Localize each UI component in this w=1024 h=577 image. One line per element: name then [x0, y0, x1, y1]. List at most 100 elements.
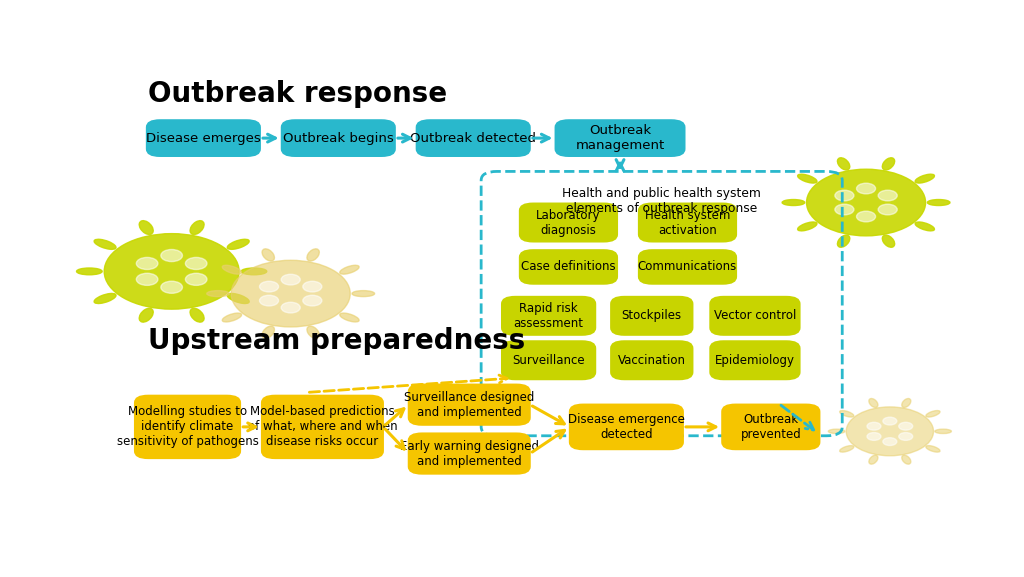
Circle shape	[259, 295, 279, 306]
Circle shape	[879, 190, 897, 201]
Circle shape	[161, 281, 182, 293]
Circle shape	[899, 422, 912, 430]
Circle shape	[867, 422, 881, 430]
Circle shape	[303, 295, 322, 306]
Text: Disease emergence
detected: Disease emergence detected	[568, 413, 685, 441]
Circle shape	[846, 407, 934, 456]
FancyBboxPatch shape	[710, 340, 801, 380]
Circle shape	[185, 257, 207, 269]
Ellipse shape	[926, 445, 940, 452]
Ellipse shape	[915, 174, 935, 183]
Text: Case definitions: Case definitions	[521, 260, 615, 273]
Ellipse shape	[94, 294, 116, 304]
Circle shape	[867, 433, 881, 440]
Ellipse shape	[207, 291, 229, 297]
Circle shape	[835, 190, 854, 201]
Text: Rapid risk
assessment: Rapid risk assessment	[514, 302, 584, 330]
Text: Disease emerges: Disease emerges	[146, 132, 261, 145]
FancyBboxPatch shape	[638, 249, 737, 284]
Ellipse shape	[307, 326, 319, 338]
FancyBboxPatch shape	[408, 384, 530, 426]
Ellipse shape	[798, 222, 817, 231]
Ellipse shape	[340, 265, 359, 274]
Ellipse shape	[869, 399, 878, 407]
Circle shape	[856, 211, 876, 222]
Circle shape	[899, 433, 912, 440]
Ellipse shape	[222, 313, 242, 322]
FancyBboxPatch shape	[408, 432, 530, 475]
Ellipse shape	[227, 294, 249, 304]
Ellipse shape	[190, 220, 204, 234]
Circle shape	[807, 169, 926, 236]
Text: Communications: Communications	[638, 260, 737, 273]
Text: Outbreak detected: Outbreak detected	[411, 132, 537, 145]
Circle shape	[856, 183, 876, 194]
Text: Outbreak response: Outbreak response	[147, 80, 446, 108]
Text: Epidemiology: Epidemiology	[715, 354, 795, 367]
Text: Stockpiles: Stockpiles	[622, 309, 682, 323]
Circle shape	[282, 274, 300, 285]
Ellipse shape	[340, 313, 359, 322]
Text: Outbreak
management: Outbreak management	[575, 124, 665, 152]
Ellipse shape	[94, 239, 116, 249]
FancyBboxPatch shape	[501, 340, 596, 380]
Ellipse shape	[838, 235, 850, 248]
FancyBboxPatch shape	[145, 119, 261, 157]
FancyBboxPatch shape	[501, 296, 596, 336]
FancyBboxPatch shape	[555, 119, 685, 157]
Circle shape	[835, 204, 854, 215]
Text: Outbreak begins: Outbreak begins	[283, 132, 393, 145]
Circle shape	[136, 257, 158, 269]
Ellipse shape	[902, 455, 910, 464]
Ellipse shape	[139, 308, 154, 322]
Ellipse shape	[798, 174, 817, 183]
Circle shape	[185, 273, 207, 286]
Circle shape	[161, 249, 182, 261]
Ellipse shape	[227, 239, 249, 249]
Circle shape	[282, 302, 300, 313]
FancyBboxPatch shape	[261, 395, 384, 459]
Ellipse shape	[139, 220, 154, 234]
Circle shape	[883, 417, 897, 425]
FancyBboxPatch shape	[569, 403, 684, 450]
Text: Early warning designed
and implemented: Early warning designed and implemented	[399, 440, 539, 467]
Ellipse shape	[935, 429, 951, 433]
Text: Model-based predictions
of what, where and when
disease risks occur: Model-based predictions of what, where a…	[248, 406, 397, 448]
FancyBboxPatch shape	[281, 119, 396, 157]
Ellipse shape	[190, 308, 204, 322]
FancyBboxPatch shape	[519, 203, 618, 242]
Circle shape	[259, 281, 279, 292]
Ellipse shape	[869, 455, 878, 464]
Ellipse shape	[828, 429, 845, 433]
FancyBboxPatch shape	[134, 395, 241, 459]
Ellipse shape	[840, 445, 854, 452]
Ellipse shape	[883, 158, 895, 170]
Ellipse shape	[902, 399, 910, 407]
Ellipse shape	[262, 326, 274, 338]
Text: Surveillance: Surveillance	[512, 354, 585, 367]
FancyBboxPatch shape	[710, 296, 801, 336]
FancyBboxPatch shape	[610, 340, 693, 380]
Ellipse shape	[840, 411, 854, 417]
Ellipse shape	[352, 291, 375, 297]
FancyBboxPatch shape	[721, 403, 820, 450]
Text: Health system
activation: Health system activation	[645, 208, 730, 237]
Text: Upstream preparedness: Upstream preparedness	[147, 327, 525, 355]
Circle shape	[104, 234, 239, 309]
Text: Modelling studies to
identify climate
sensitivity of pathogens: Modelling studies to identify climate se…	[117, 406, 258, 448]
Ellipse shape	[241, 268, 267, 275]
Circle shape	[136, 273, 158, 286]
Ellipse shape	[926, 411, 940, 417]
Ellipse shape	[782, 200, 805, 205]
Text: Surveillance designed
and implemented: Surveillance designed and implemented	[404, 391, 535, 419]
FancyBboxPatch shape	[610, 296, 693, 336]
Ellipse shape	[77, 268, 102, 275]
FancyBboxPatch shape	[416, 119, 530, 157]
Ellipse shape	[883, 235, 895, 248]
Text: Health and public health system
elements of outbreak response: Health and public health system elements…	[562, 187, 761, 215]
Circle shape	[879, 204, 897, 215]
FancyBboxPatch shape	[519, 249, 618, 284]
Ellipse shape	[915, 222, 935, 231]
Ellipse shape	[307, 249, 319, 261]
FancyBboxPatch shape	[638, 203, 737, 242]
